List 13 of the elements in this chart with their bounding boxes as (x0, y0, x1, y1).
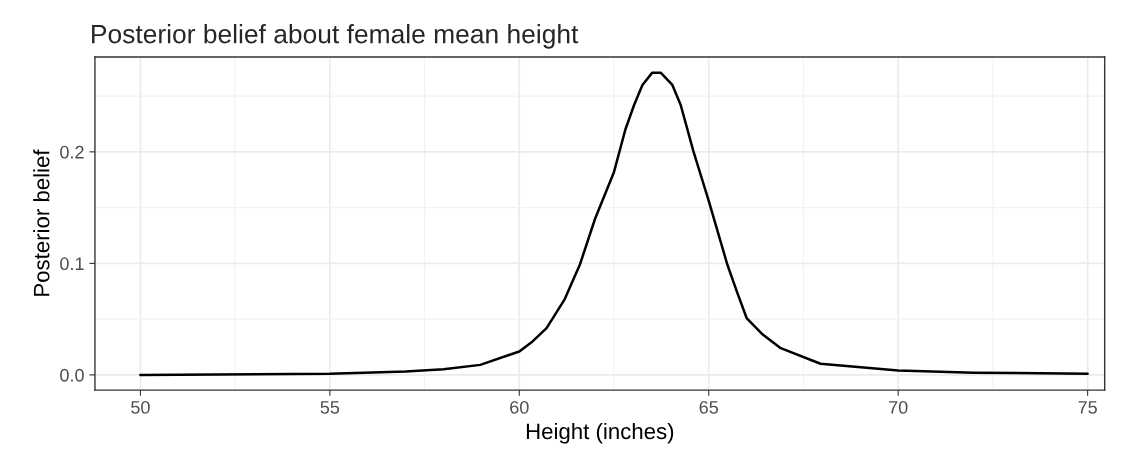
x-tick-label: 55 (320, 401, 340, 414)
chart-title: Posterior belief about female mean height (92, 24, 579, 49)
y-tick-label: 0.1 (60, 257, 84, 271)
y-tick-label: 0.2 (60, 145, 84, 159)
x-tick-label: 75 (1078, 401, 1097, 414)
x-tick-label: 65 (699, 400, 719, 414)
y-tick-label: 0.0 (60, 368, 84, 382)
x-tick-label: 60 (510, 400, 529, 414)
x-tick-label: 70 (889, 400, 908, 414)
y-axis-title: Posterior belief (33, 149, 50, 296)
line-series (139, 71, 1089, 377)
x-axis-title: Height (inches) (526, 422, 674, 444)
x-tick-label: 50 (131, 400, 150, 414)
